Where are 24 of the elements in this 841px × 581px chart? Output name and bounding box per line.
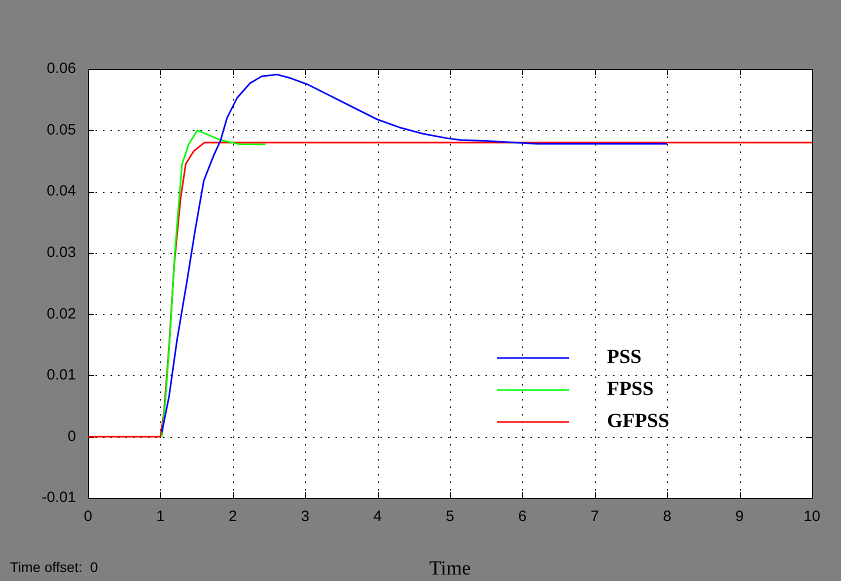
legend-label: FPSS xyxy=(607,378,654,400)
y-tick-label: 0.04 xyxy=(46,182,76,200)
x-tick-label: 3 xyxy=(301,508,310,526)
y-tick-label: 0.06 xyxy=(46,60,76,78)
y-tick-label: 0.02 xyxy=(46,305,76,322)
x-tick-label: 10 xyxy=(804,508,820,526)
legend-label: GFPSS xyxy=(607,410,670,432)
y-tick-label: 0.03 xyxy=(46,244,76,261)
y-tick-label: 0.01 xyxy=(46,366,76,384)
x-tick-label: 4 xyxy=(373,508,382,526)
x-axis-title: Time xyxy=(429,557,471,580)
y-tick-label: 0 xyxy=(68,428,76,445)
x-tick-label: 8 xyxy=(663,508,672,526)
x-tick-label: 2 xyxy=(228,508,237,526)
y-tick-label: -0.01 xyxy=(42,489,76,506)
x-tick-label: 0 xyxy=(84,508,92,526)
x-tick-label: 7 xyxy=(590,508,599,526)
x-tick-label: 5 xyxy=(446,508,454,526)
x-tick-label: 9 xyxy=(735,508,744,526)
x-tick-label: 6 xyxy=(518,508,527,526)
text: Time offset: 0 xyxy=(10,559,98,575)
x-tick-label: 1 xyxy=(156,508,165,526)
legend-label: PSS xyxy=(607,346,642,368)
y-tick-label: 0.05 xyxy=(46,121,76,138)
